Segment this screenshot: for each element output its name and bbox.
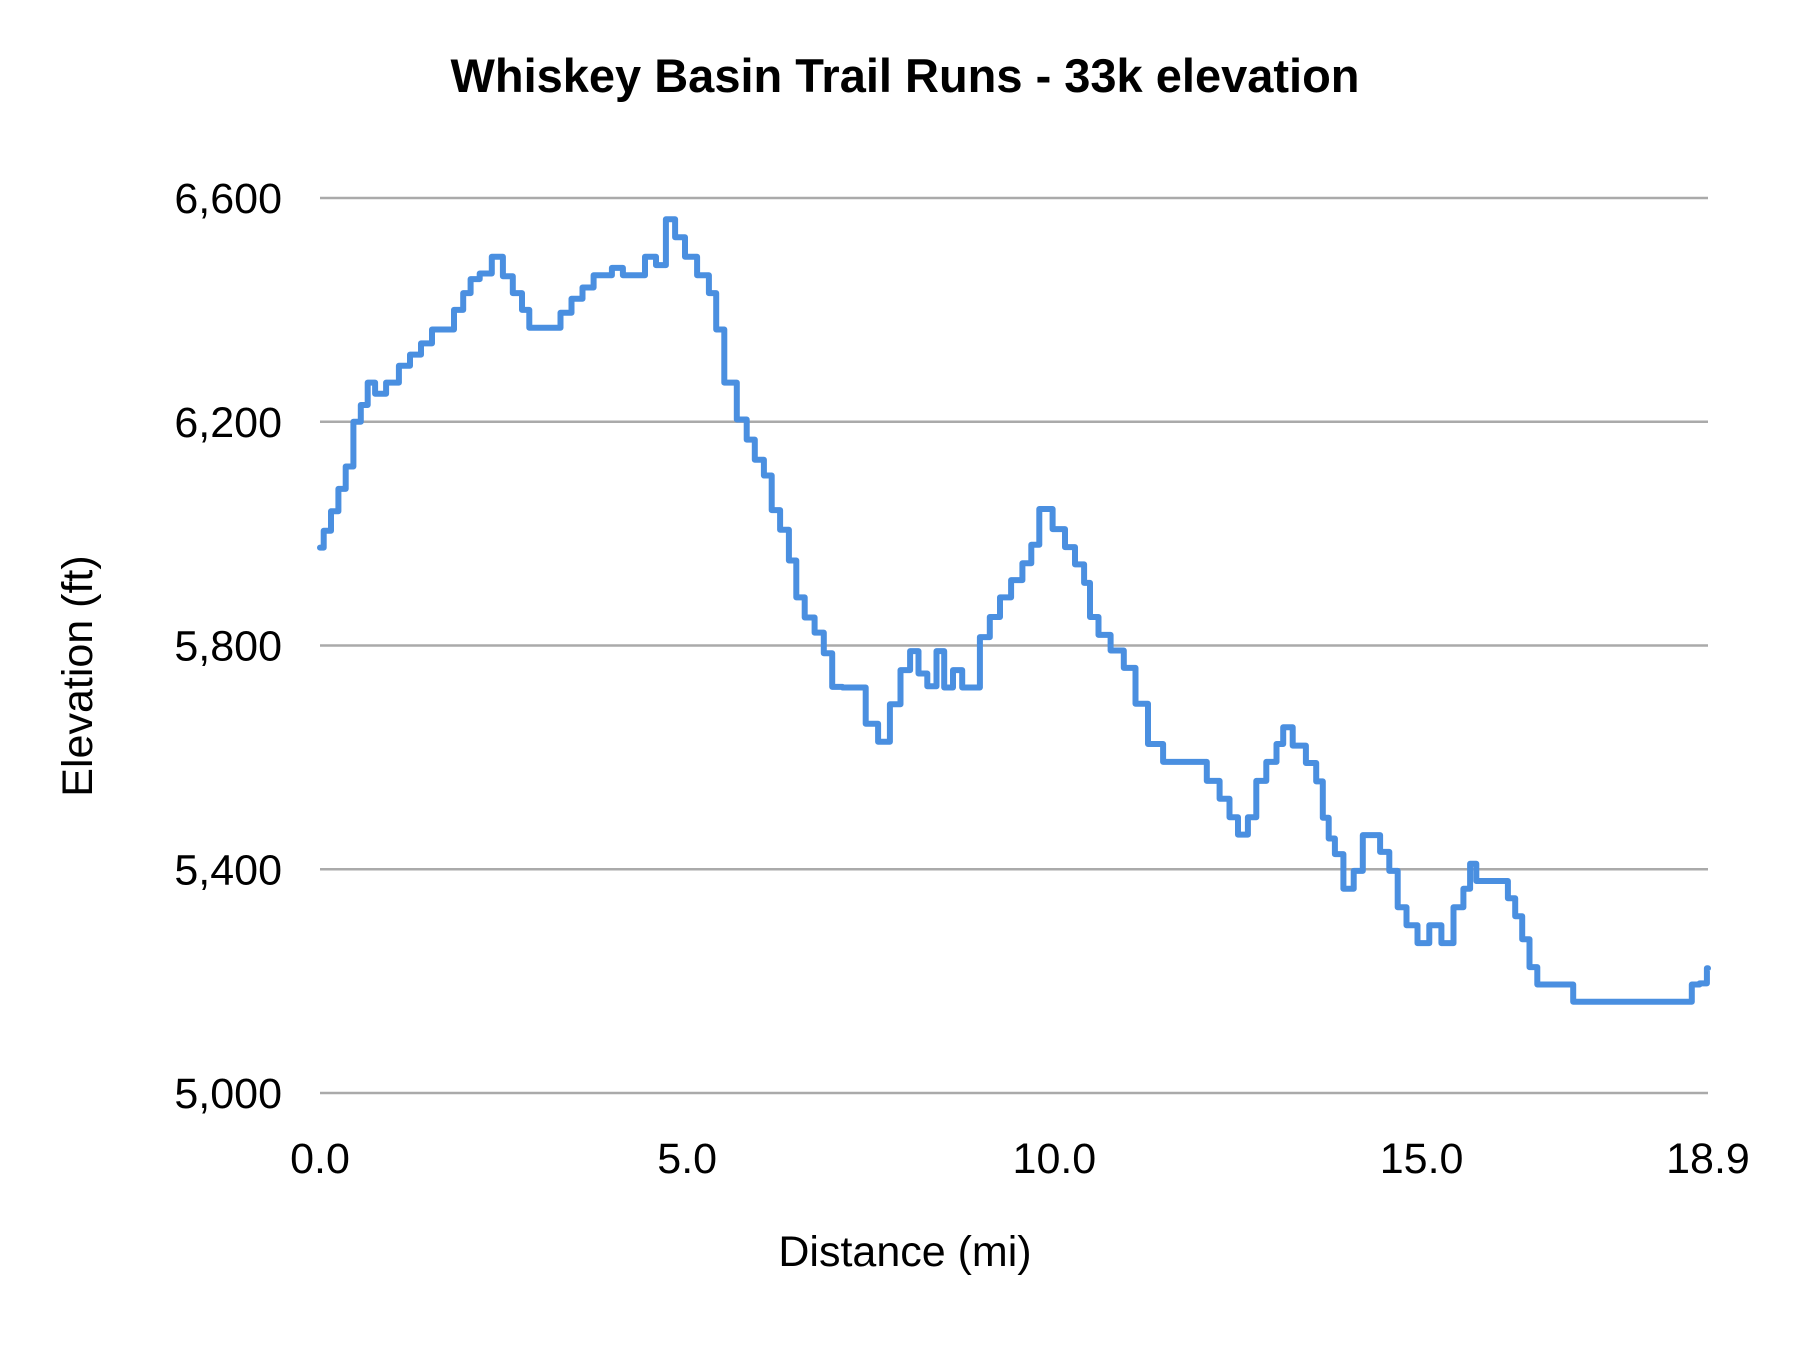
y-tick-label: 6,200 xyxy=(174,399,282,447)
elevation-line xyxy=(317,216,1711,1005)
y-tick-label: 6,600 xyxy=(174,175,282,223)
chart-title: Whiskey Basin Trail Runs - 33k elevation xyxy=(450,49,1360,102)
x-tick-label: 0.0 xyxy=(290,1135,350,1183)
x-tick-label: 10.0 xyxy=(1013,1135,1097,1183)
y-axis-label: Elevation (ft) xyxy=(54,555,102,796)
y-axis-ticks: 6,600 6,200 5,800 5,400 5,000 xyxy=(174,175,282,1118)
y-tick-label: 5,000 xyxy=(174,1070,282,1118)
x-axis-ticks: 0.0 5.0 10.0 15.0 18.9 xyxy=(290,1135,1750,1183)
x-tick-label: 18.9 xyxy=(1666,1135,1750,1183)
x-tick-label: 5.0 xyxy=(657,1135,717,1183)
x-axis-label: Distance (mi) xyxy=(778,1228,1031,1276)
y-tick-label: 5,400 xyxy=(174,846,282,894)
gridlines xyxy=(320,196,1708,1095)
y-tick-label: 5,800 xyxy=(174,623,282,671)
x-tick-label: 15.0 xyxy=(1380,1135,1464,1183)
